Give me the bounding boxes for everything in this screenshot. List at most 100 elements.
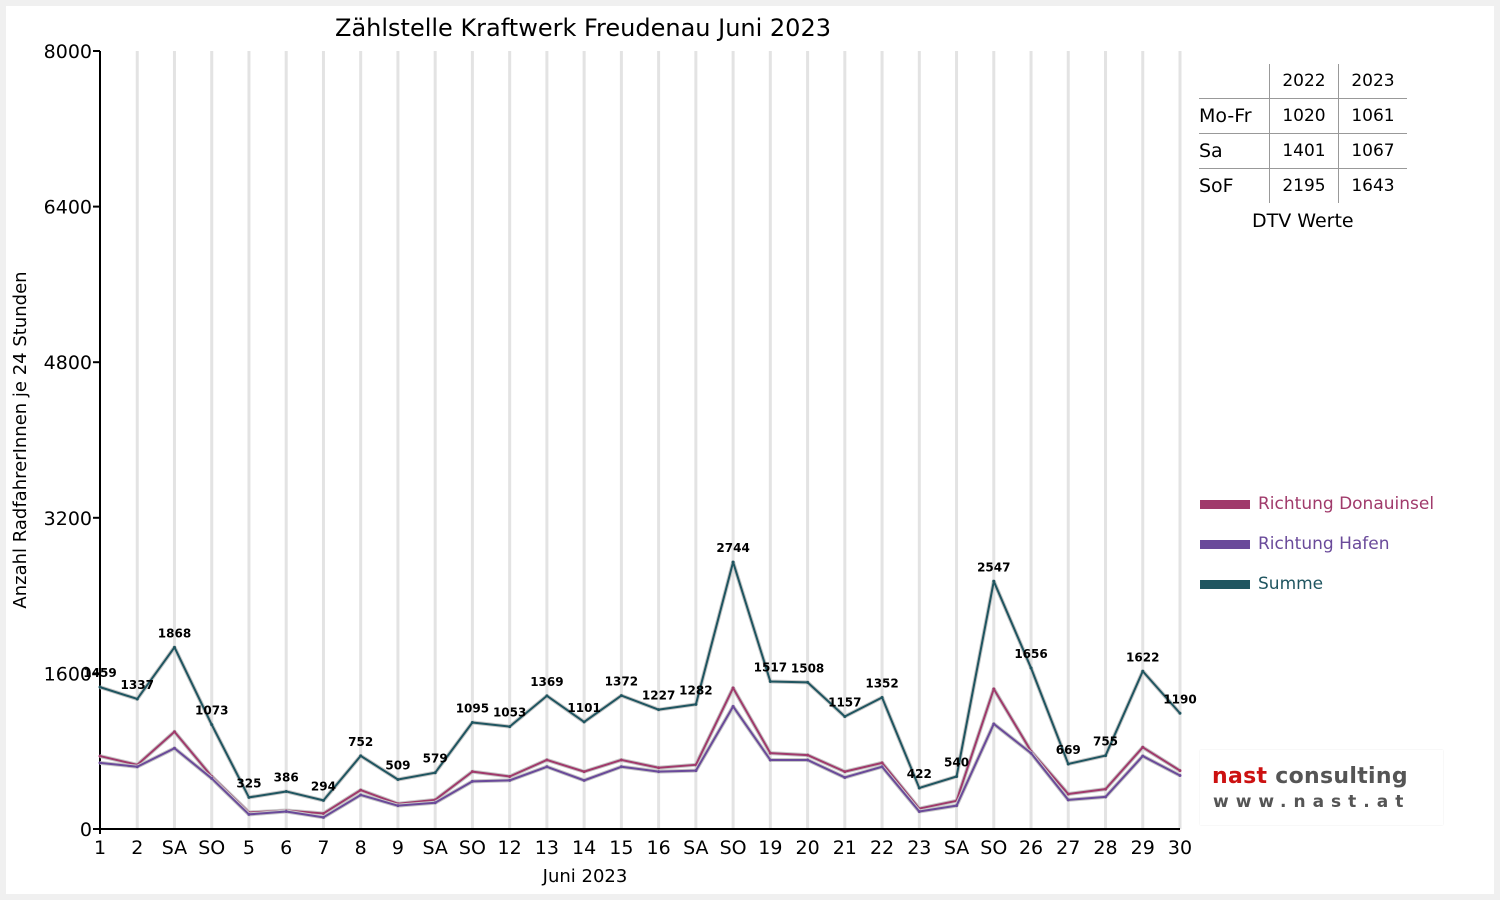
data-point [210,723,214,727]
data-label: 540 [944,755,969,769]
data-point [1066,762,1070,766]
data-point [694,702,698,706]
data-label: 1656 [1014,647,1047,661]
data-label: 755 [1093,735,1118,749]
data-point [359,754,363,758]
data-point [1178,711,1182,715]
data-point [470,721,474,725]
data-point [545,758,549,762]
legend-swatch [1200,539,1250,549]
data-label: 422 [907,767,932,781]
data-point [582,770,586,774]
dtv-cell-2023: 1061 [1338,98,1407,134]
dtv-cell-2023: 1067 [1338,133,1407,169]
x-tick-label: 8 [355,837,367,859]
legend-item-hafen: Richtung Hafen [1200,534,1389,554]
data-point [470,770,474,774]
data-point [768,679,772,683]
data-point [508,778,512,782]
data-point [992,579,996,583]
data-point [1141,745,1145,749]
legend-label: Richtung Hafen [1258,534,1390,554]
data-point [359,793,363,797]
dtv-header-2022: 2022 [1269,64,1339,99]
y-tick-label: 4800 [44,352,92,374]
data-label: 1337 [121,678,154,692]
x-axis-title: Juni 2023 [542,866,628,887]
x-tick-label: 22 [870,837,894,859]
data-label: 1369 [530,675,563,689]
dtv-header-row: 2022 2023 [1199,64,1407,99]
x-tick-label: SA [944,837,969,859]
data-label: 1190 [1163,692,1196,706]
logo-name-part2: consulting [1275,764,1408,789]
series-lines [98,560,1182,820]
x-tick-label: 9 [392,837,404,859]
data-point [284,809,288,813]
dtv-row-label: SoF [1199,168,1270,203]
data-point [545,765,549,769]
data-point [806,758,810,762]
x-tick-label: 23 [907,837,931,859]
y-tick-label: 1600 [44,663,92,685]
x-tick-label: 27 [1056,837,1080,859]
data-point [843,714,847,718]
x-tick-label: 2 [131,837,143,859]
data-point [955,774,959,778]
dtv-cell-2022: 1401 [1269,133,1339,169]
data-point [470,779,474,783]
x-tick-label: SA [162,837,187,859]
axes [93,50,1180,834]
data-point [396,777,400,781]
x-tick-label: 26 [1019,837,1043,859]
data-label: 2547 [977,560,1010,574]
data-point [135,765,139,769]
legend-label: Summe [1258,574,1324,594]
series-line [99,561,1181,802]
data-point [321,811,325,815]
data-point [135,697,139,701]
x-tick-label: SO [980,837,1007,859]
data-point [657,708,661,712]
dtv-row: Mo-Fr 1020 1061 [1199,98,1407,134]
x-tick-label: SO [198,837,225,859]
data-point [1066,798,1070,802]
dtv-cell-2022: 2195 [1269,168,1339,203]
data-point [508,725,512,729]
data-point [731,704,735,708]
data-point [1178,769,1182,773]
legend-item-donauinsel: Richtung Donauinsel [1200,494,1434,514]
data-point [1141,754,1145,758]
company-logo: nast consulting www.nast.at [1200,750,1443,825]
y-tick-label: 0 [80,819,92,841]
x-tick-label: 5 [243,837,255,859]
data-point [806,680,810,684]
data-label: 1053 [493,706,526,720]
data-point [247,795,251,799]
dtv-row-label: Sa [1199,133,1270,169]
data-label: 579 [423,752,448,766]
data-point [768,751,772,755]
data-label: 1157 [828,695,861,709]
x-tick-label: 19 [758,837,782,859]
data-point [657,770,661,774]
data-label: 1095 [456,702,489,716]
data-point [321,798,325,802]
data-point [619,758,623,762]
data-point [433,801,437,805]
grid-lines [135,51,1182,829]
data-label: 1227 [642,689,675,703]
x-tick-label: SA [422,837,447,859]
data-label: 1868 [158,626,191,640]
data-point [98,761,102,765]
data-point [98,685,102,689]
dtv-cell-2023: 1643 [1338,168,1407,203]
data-point [172,645,176,649]
x-tick-label: 28 [1093,837,1117,859]
data-point [1104,795,1108,799]
data-point [917,786,921,790]
data-point [508,774,512,778]
dtv-row-label: Mo-Fr [1199,98,1270,134]
data-point [694,769,698,773]
